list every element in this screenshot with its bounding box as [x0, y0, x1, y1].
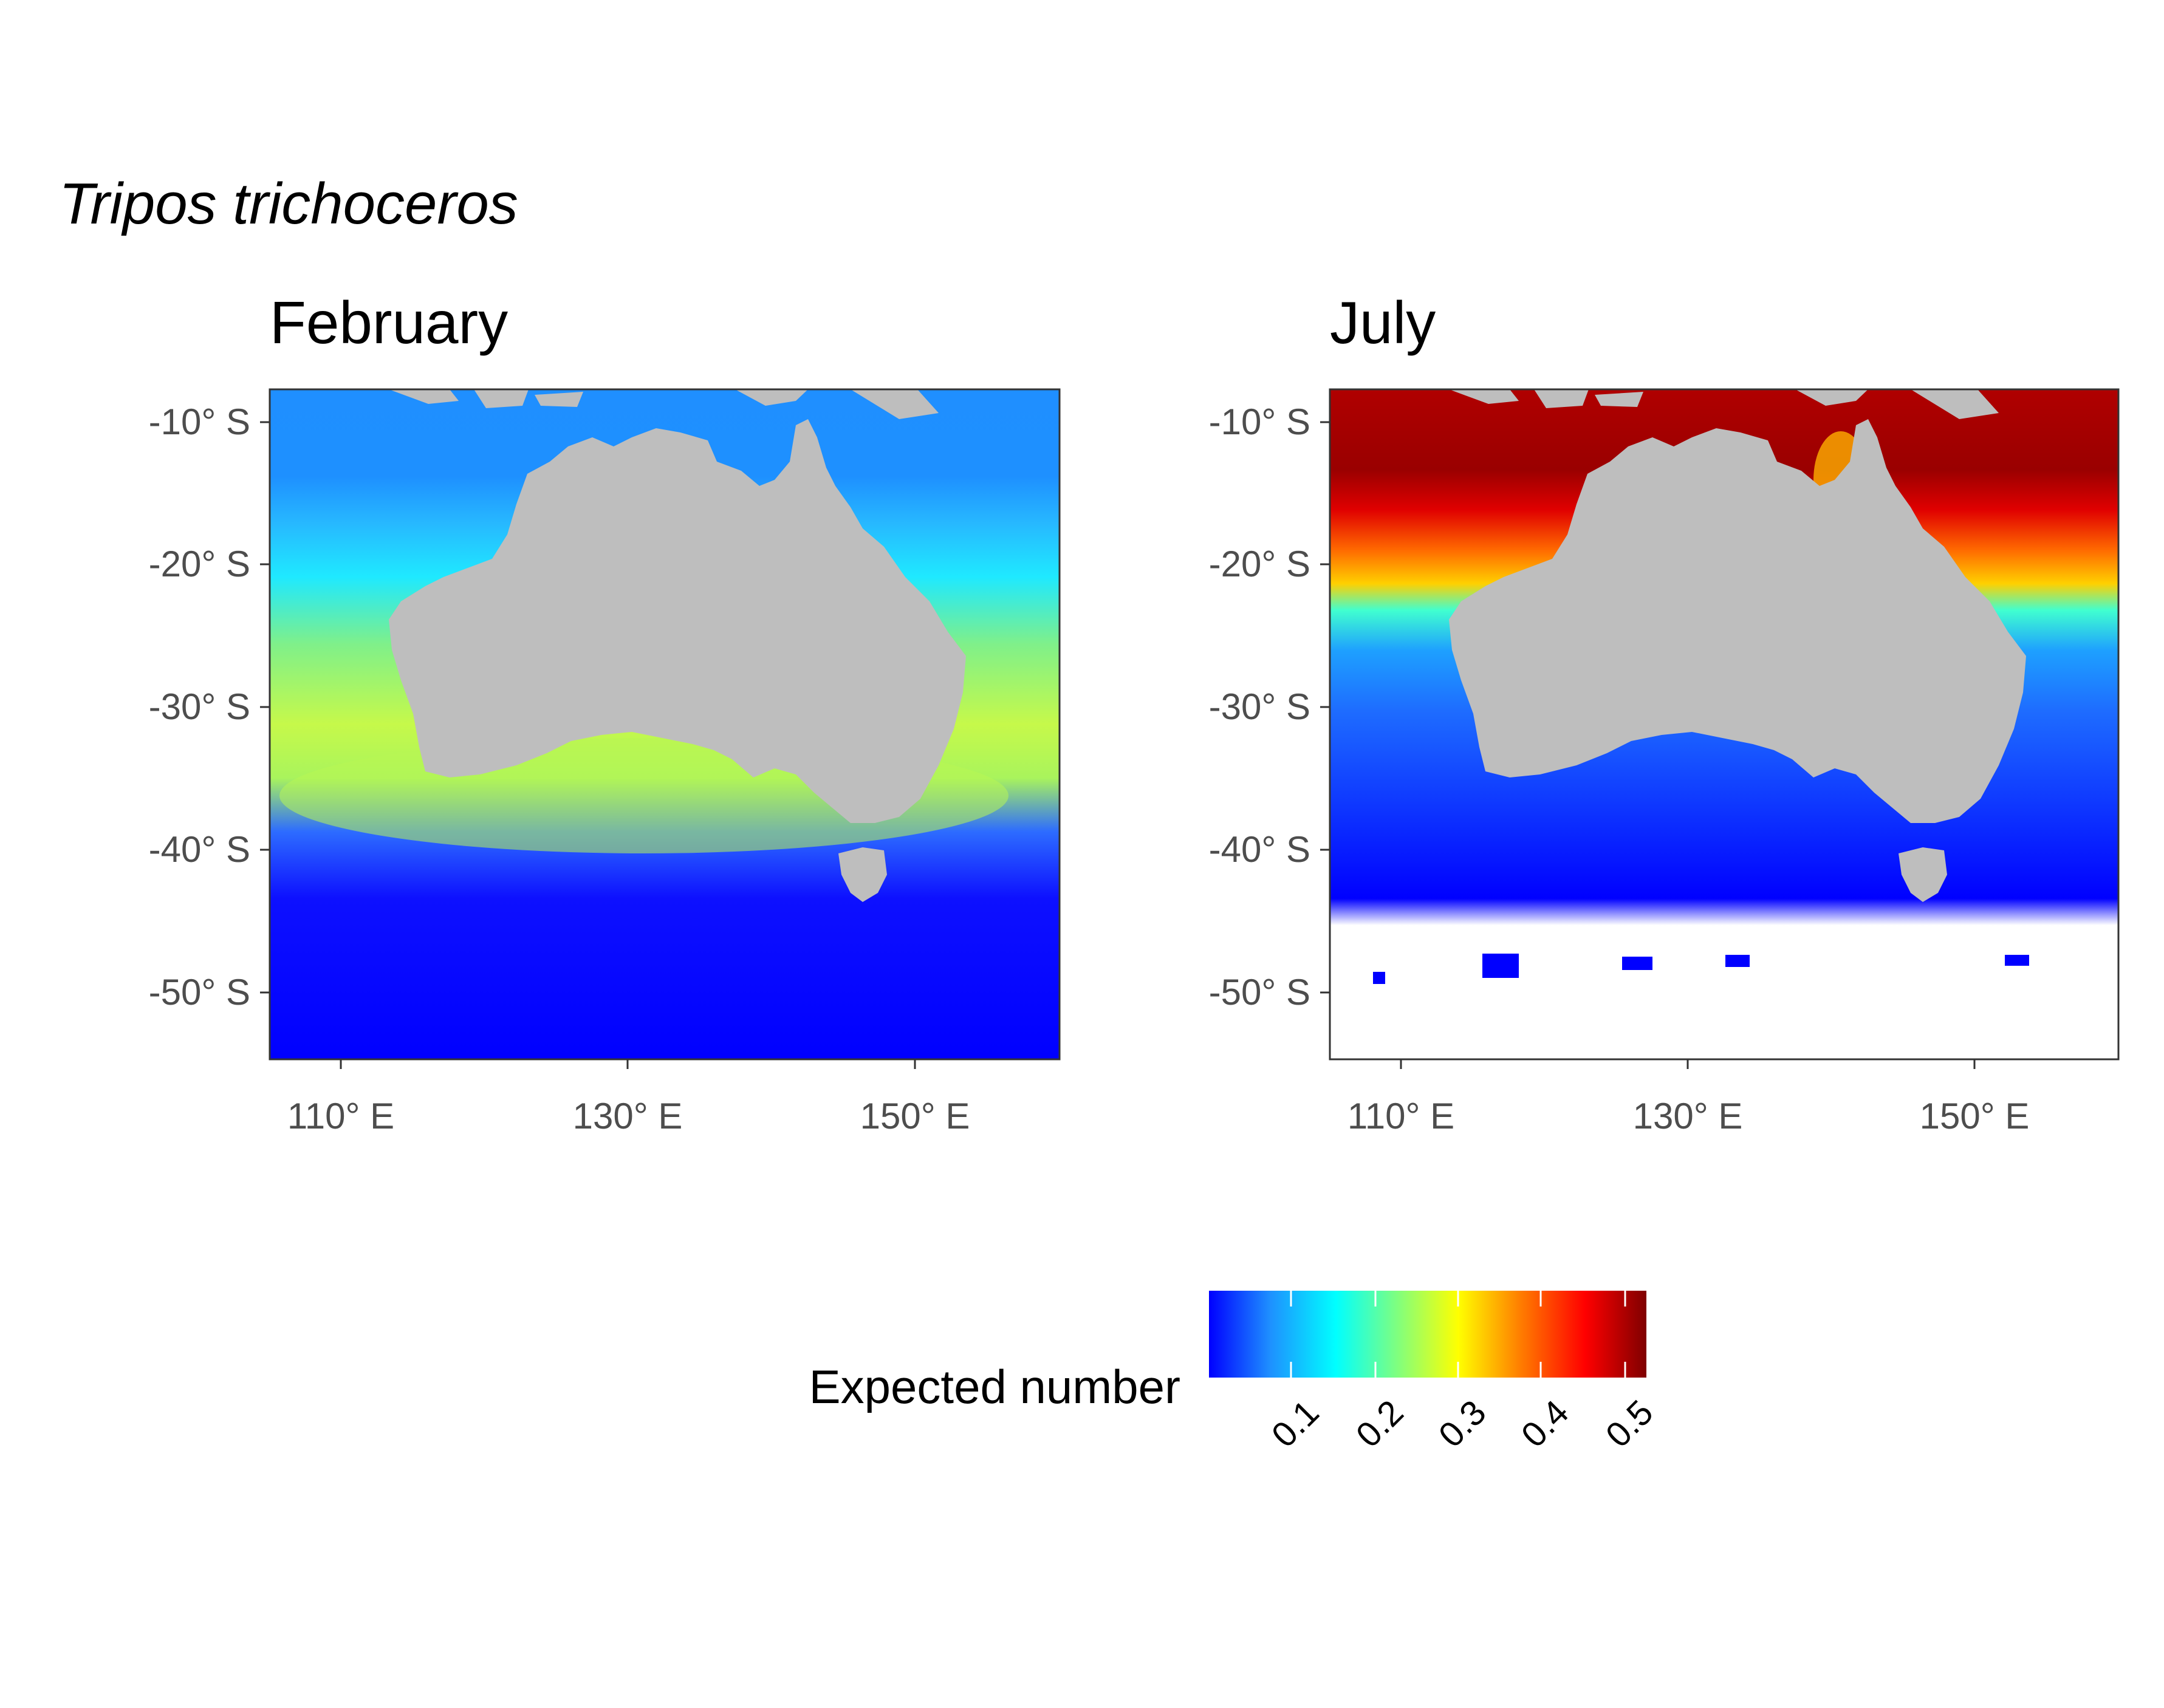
- y-axis-july: -10° S -20° S -30° S -40° S -50° S: [1209, 401, 1330, 1013]
- x-tick-label: 150° E: [860, 1096, 970, 1136]
- panel-title-february: February: [270, 289, 508, 356]
- y-tick-label: -50° S: [1209, 972, 1310, 1013]
- x-tick-label: 110° E: [1347, 1096, 1454, 1136]
- tasmania-july: [1899, 847, 1947, 902]
- legend-tick-labels: 0.1 0.2 0.3 0.4 0.5: [1264, 1393, 1661, 1455]
- legend-tick-label: 0.1: [1264, 1393, 1327, 1455]
- x-axis-july: 110° E 130° E 150° E: [1347, 1059, 2030, 1136]
- legend-tick-label: 0.3: [1431, 1393, 1494, 1455]
- y-tick-label: -50° S: [149, 972, 250, 1013]
- panel-february: February -10° S -20° S -30° S -40° S -50…: [149, 289, 1061, 1136]
- legend: Expected number 0.1 0.2 0.3 0.4 0.5: [809, 1291, 1661, 1455]
- tasmania-february: [838, 847, 887, 902]
- x-tick-label: 130° E: [1633, 1096, 1743, 1136]
- blue-patches-july: [1373, 954, 2029, 984]
- y-tick-label: -20° S: [149, 544, 250, 584]
- legend-title: Expected number: [809, 1360, 1180, 1413]
- australia-landmass-july: [1449, 419, 2026, 823]
- panel-july: July: [1209, 289, 2120, 1136]
- y-tick-label: -30° S: [149, 686, 250, 727]
- y-tick-label: -10° S: [149, 401, 250, 442]
- x-tick-label: 130° E: [573, 1096, 683, 1136]
- legend-tick-label: 0.2: [1349, 1393, 1411, 1455]
- figure-title: Tripos trichoceros: [59, 171, 518, 236]
- legend-tick-label: 0.4: [1514, 1393, 1577, 1455]
- legend-tick-label: 0.5: [1598, 1393, 1661, 1455]
- australia-landmass-february: [389, 419, 966, 823]
- speckle-july: [1340, 929, 2108, 951]
- x-tick-label: 150° E: [1920, 1096, 2030, 1136]
- legend-colorbar: [1209, 1291, 1646, 1378]
- y-tick-label: -20° S: [1209, 544, 1310, 584]
- northern-islands-february: [389, 389, 939, 419]
- panel-frame-february: [269, 388, 1061, 1061]
- x-axis-february: 110° E 130° E 150° E: [287, 1059, 970, 1136]
- legend-ticks: [1290, 1291, 1626, 1378]
- northern-islands-july: [1449, 389, 1999, 419]
- y-axis-february: -10° S -20° S -30° S -40° S -50° S: [149, 401, 270, 1013]
- x-tick-label: 110° E: [287, 1096, 394, 1136]
- map-february: [270, 389, 1060, 1059]
- y-tick-label: -40° S: [149, 829, 250, 870]
- map-july: [1330, 389, 2118, 1059]
- y-tick-label: -10° S: [1209, 401, 1310, 442]
- panel-title-july: July: [1330, 289, 1436, 356]
- panel-frame-july: [1329, 388, 2120, 1061]
- y-tick-label: -40° S: [1209, 829, 1310, 870]
- y-tick-label: -30° S: [1209, 686, 1310, 727]
